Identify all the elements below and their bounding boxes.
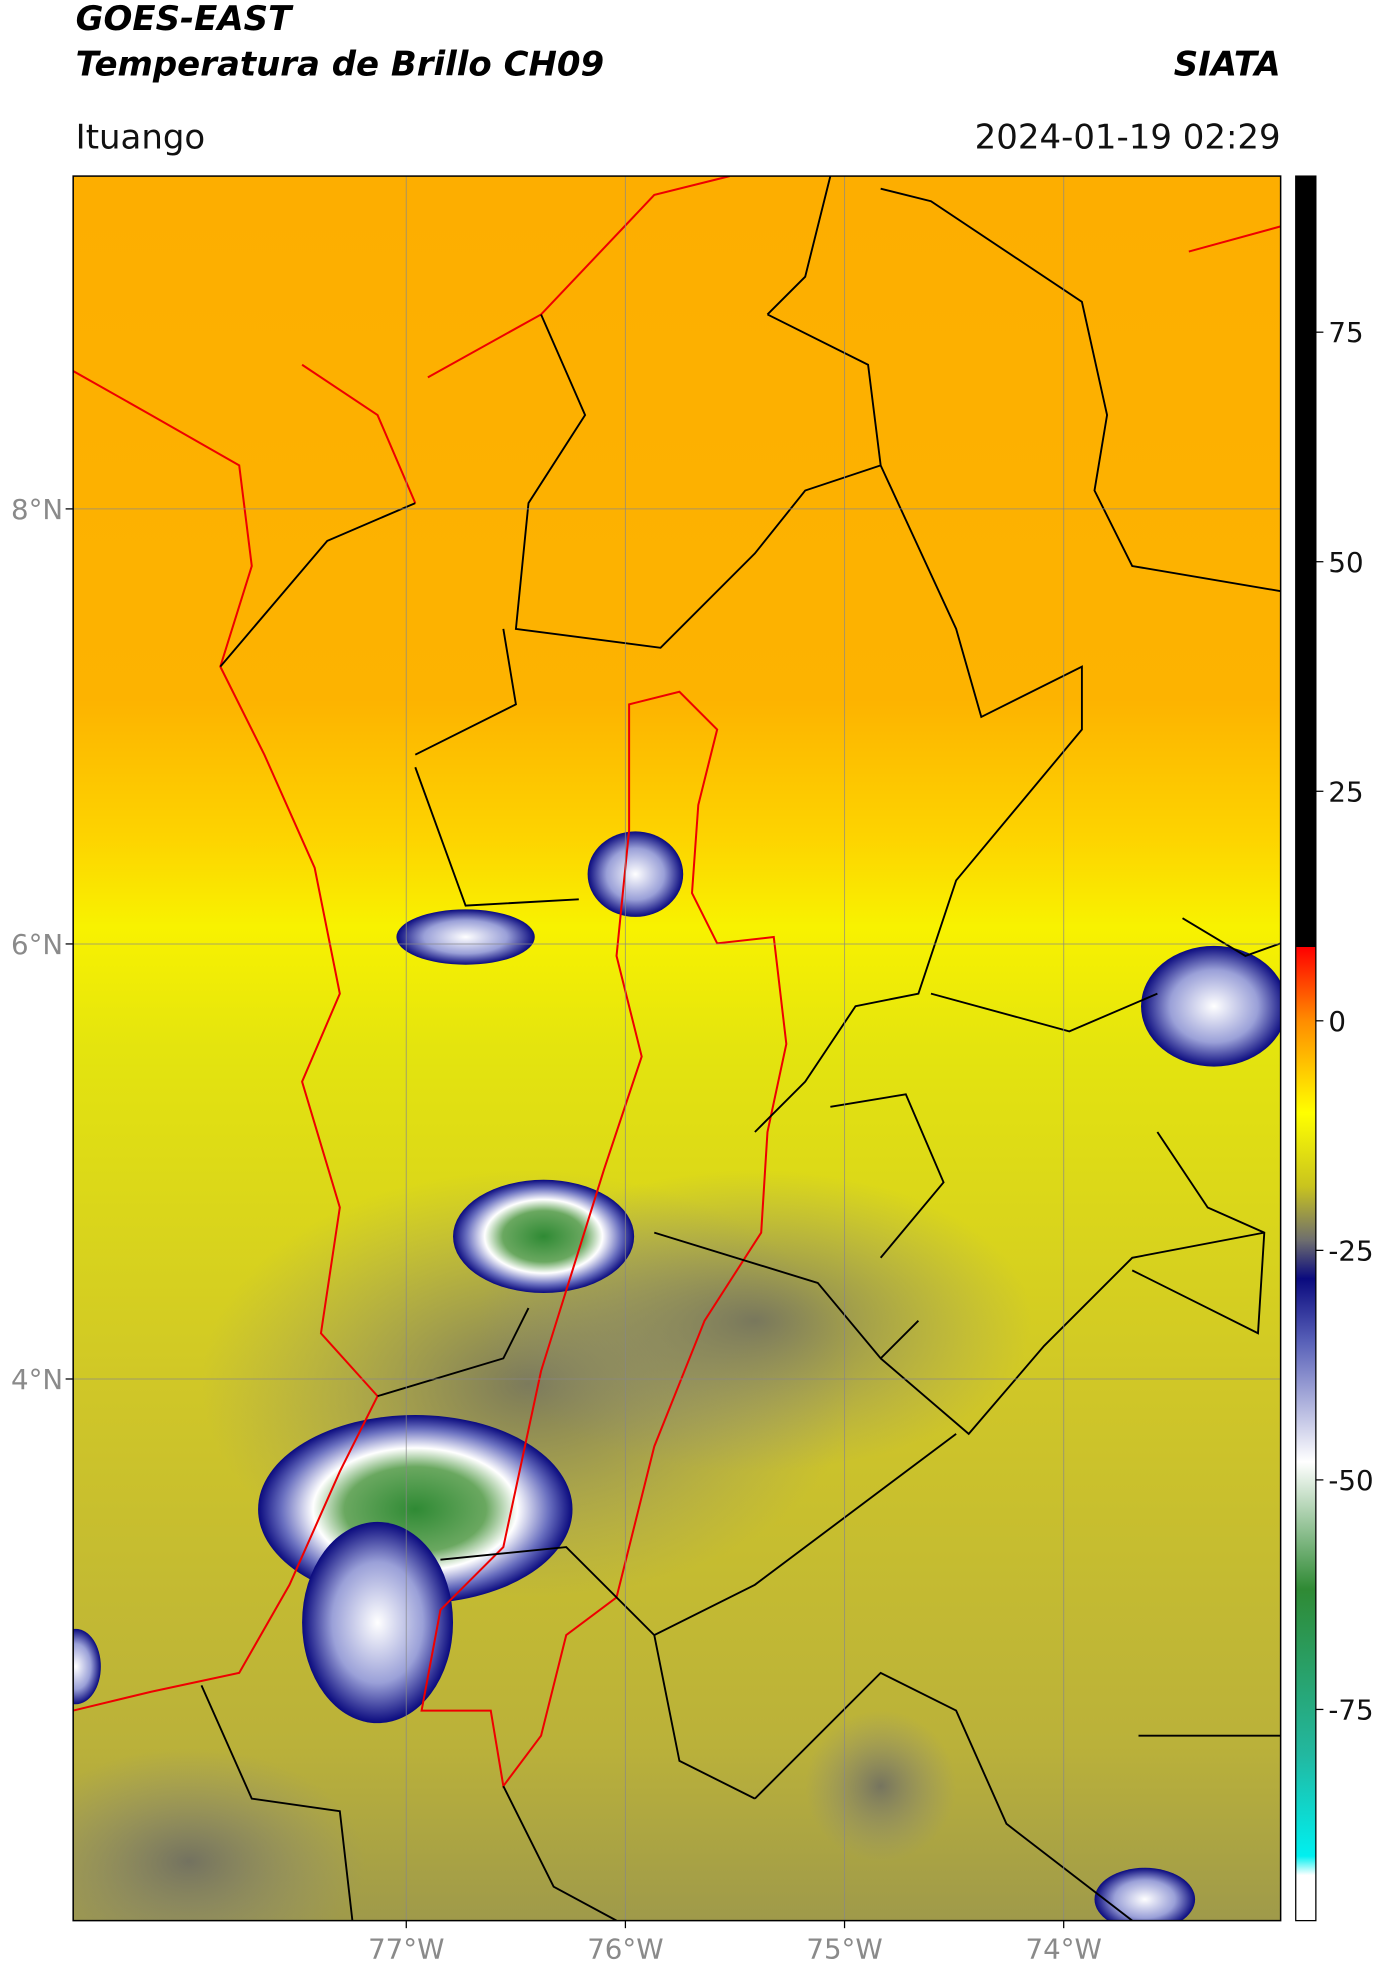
- lat-tick-label: 4°N: [11, 1363, 63, 1396]
- datetime: 2024-01-19 02:29: [975, 117, 1281, 157]
- title: GOES-EAST: [76, 0, 294, 39]
- source: SIATA: [1174, 44, 1281, 84]
- location: Ituango: [76, 117, 206, 157]
- map-frame: [72, 175, 1282, 1922]
- colorbar-tick-label: 0: [1328, 1005, 1346, 1038]
- lat-tick-label: 6°N: [11, 928, 63, 961]
- colorbar-tick-label: 25: [1328, 775, 1363, 808]
- lon-tick-label: 77°W: [368, 1932, 444, 1965]
- lat-tick-label: 8°N: [11, 493, 63, 526]
- colorbar: [1295, 175, 1317, 1922]
- colorbar-tick-label: -75: [1328, 1694, 1373, 1727]
- colorbar-tick-label: 75: [1328, 316, 1363, 349]
- lon-tick-label: 74°W: [1026, 1932, 1102, 1965]
- colorbar-tick-label: 50: [1328, 546, 1363, 579]
- lon-tick-label: 75°W: [806, 1932, 882, 1965]
- map-image: [73, 176, 1281, 1921]
- colorbar-tick-label: -50: [1328, 1464, 1373, 1497]
- subtitle: Temperatura de Brillo CH09: [76, 44, 604, 84]
- colorbar-tick-label: -25: [1328, 1234, 1373, 1267]
- lon-tick-label: 76°W: [587, 1932, 663, 1965]
- graticule: [73, 176, 1281, 1921]
